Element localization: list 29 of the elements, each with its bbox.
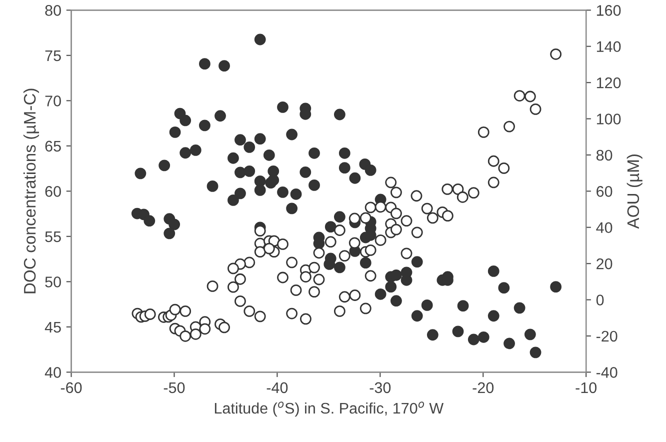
y-tick-label: 65 <box>45 140 61 152</box>
y-tick-label: 60 <box>45 186 61 197</box>
y2-tick-label: 60 <box>596 186 612 197</box>
y2-axis-title: AOU (µM) <box>626 154 642 229</box>
y2-tick-label: 160 <box>596 5 621 16</box>
x-tick-label: -10 <box>576 382 597 394</box>
y-tick-label: 75 <box>45 50 61 62</box>
y-axis-title: DOC concentrations (µM-C) <box>23 88 39 294</box>
y2-tick-label: 100 <box>596 114 621 124</box>
y-tick-label: 70 <box>45 96 61 106</box>
y2-tick-label: 20 <box>596 258 612 270</box>
y-tick-label: 40 <box>44 367 61 378</box>
y2-tick-label: 80 <box>596 150 612 161</box>
x-tick-label: -40 <box>266 382 288 394</box>
y2-tick-label: -20 <box>596 330 618 342</box>
x-tick-label: -20 <box>472 382 494 394</box>
y2-tick-label: -40 <box>596 367 618 378</box>
y-tick-label: 50 <box>45 276 61 288</box>
y-tick-label: 55 <box>45 231 61 242</box>
x-axis-title: Latitude ($^{o}$S) in S. Pacific, 170$^{o}$ W <box>214 402 444 417</box>
y-tick-label: 45 <box>44 322 61 333</box>
y2-tick-label: 0 <box>596 294 604 306</box>
x-tick-label: -30 <box>370 382 391 394</box>
x-tick-label: -60 <box>60 382 82 394</box>
x-tick-label: -50 <box>164 382 185 394</box>
y2-tick-label: 40 <box>596 222 612 234</box>
y2-tick-label: 120 <box>596 77 621 88</box>
y2-tick-label: 140 <box>596 41 621 52</box>
y-tick-label: 80 <box>45 5 61 16</box>
